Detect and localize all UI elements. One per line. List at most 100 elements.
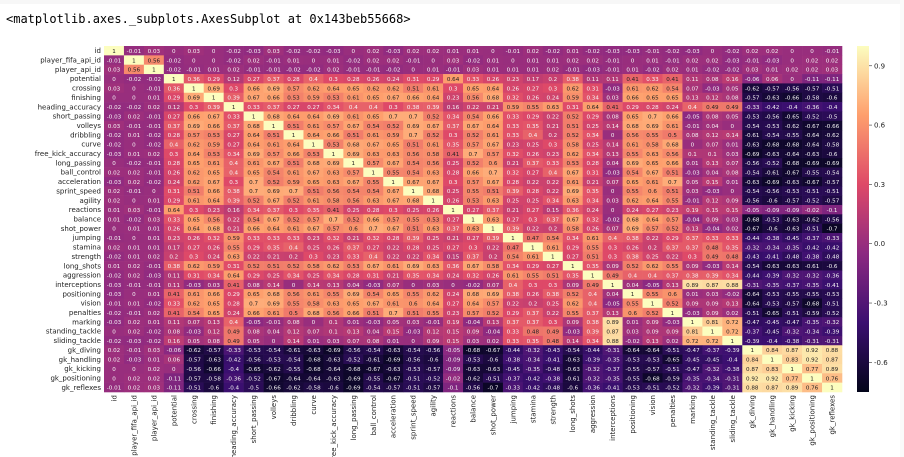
cell-annotation: -0.01 — [685, 199, 700, 205]
cell-annotation: 0.03 — [207, 283, 220, 289]
heatmap-cell — [223, 204, 244, 215]
cell-annotation: 0.4 — [548, 171, 557, 177]
scrollbar-track[interactable] — [900, 0, 904, 457]
heatmap-cell — [682, 279, 703, 290]
heatmap-cell — [622, 55, 643, 66]
heatmap-cell — [403, 279, 424, 290]
cell-annotation: 0.02 — [108, 189, 120, 195]
heatmap-cell — [343, 55, 364, 66]
heatmap-cell — [602, 92, 623, 103]
heatmap-cell — [502, 307, 524, 318]
cell-annotation: -0.01 — [147, 114, 162, 120]
heatmap-cell — [742, 223, 763, 234]
cell-annotation: 1 — [312, 142, 316, 148]
heatmap-cell — [363, 130, 384, 140]
cell-annotation: -0.54 — [366, 386, 381, 392]
heatmap-cell — [263, 64, 284, 75]
heatmap-cell — [383, 261, 404, 271]
cell-annotation: -0.55 — [785, 133, 800, 139]
cell-annotation: 1 — [352, 161, 356, 167]
heatmap-cell — [782, 64, 803, 75]
cell-annotation: 0.01 — [686, 161, 699, 167]
heatmap-cell — [403, 345, 424, 355]
heatmap-cell — [183, 46, 205, 56]
cell-annotation: 0.67 — [467, 124, 480, 130]
column-label: player_fifa_api_id — [130, 395, 138, 456]
cell-annotation: -0.03 — [685, 171, 700, 177]
heatmap-cell — [263, 223, 284, 234]
cell-annotation: 0.6 — [648, 189, 657, 195]
cell-annotation: 0.88 — [826, 348, 839, 354]
cell-annotation: 0.67 — [207, 114, 220, 120]
cell-annotation: 0.66 — [666, 114, 679, 120]
heatmap-cell — [782, 382, 803, 393]
heatmap-cell — [383, 298, 404, 309]
heatmap-cell — [123, 92, 145, 103]
heatmap-cell — [263, 158, 284, 168]
row-label: gk_handling — [59, 356, 101, 364]
heatmap-cell — [243, 289, 264, 299]
cell-annotation: 0.02 — [726, 227, 738, 233]
cell-annotation: -0.02 — [725, 68, 739, 74]
heatmap-cell — [522, 204, 544, 215]
cell-annotation: 1 — [770, 358, 774, 364]
cell-annotation: 0.61 — [427, 86, 440, 92]
cell-annotation: 0.61 — [666, 124, 679, 130]
cell-annotation: -0.58 — [206, 376, 221, 382]
heatmap-cell — [403, 251, 424, 262]
heatmap-cell — [522, 186, 544, 196]
heatmap-cell — [363, 382, 384, 393]
cell-annotation: -0.6 — [487, 358, 498, 364]
heatmap-cell — [104, 307, 125, 318]
heatmap-cell — [542, 223, 564, 234]
cell-annotation: 0.63 — [427, 171, 440, 177]
cell-annotation: 0.04 — [706, 171, 719, 177]
cell-annotation: -0.69 — [346, 386, 361, 392]
heatmap-cell — [742, 289, 763, 299]
heatmap-cell — [542, 186, 564, 196]
heatmap-cell — [742, 158, 763, 168]
heatmap-cell — [782, 354, 803, 365]
heatmap-cell — [104, 345, 125, 355]
cell-annotation: -0.57 — [426, 386, 441, 392]
cell-annotation: -0.03 — [366, 283, 381, 289]
heatmap-cell — [163, 148, 185, 159]
heatmap-cell — [243, 55, 264, 66]
heatmap-cell — [622, 317, 643, 327]
cell-annotation: 0.38 — [507, 292, 520, 298]
cell-annotation: -0.02 — [107, 339, 121, 345]
heatmap-cell — [482, 345, 504, 355]
cell-annotation: 0.02 — [128, 386, 140, 392]
cell-annotation: 0.26 — [527, 152, 540, 158]
cell-annotation: 0.57 — [487, 152, 500, 158]
cell-annotation: -0.64 — [286, 376, 301, 382]
cell-annotation: 0.34 — [586, 152, 599, 158]
heatmap-cell — [263, 270, 284, 281]
heatmap-cell — [642, 363, 663, 374]
heatmap-cell — [482, 46, 504, 56]
cell-annotation: 0.12 — [227, 77, 239, 83]
heatmap-cell — [183, 130, 205, 140]
cell-annotation: -0.61 — [286, 348, 301, 354]
heatmap-cell — [822, 186, 843, 196]
column-label: jumping — [509, 395, 517, 424]
heatmap-cell — [602, 307, 623, 318]
cell-annotation: 0.09 — [646, 330, 659, 336]
cell-annotation: 0 — [132, 367, 136, 373]
cell-annotation: 0.02 — [427, 49, 439, 55]
cell-annotation: 0.65 — [387, 292, 400, 298]
cell-annotation: 0.61 — [188, 292, 201, 298]
heatmap-cell — [423, 326, 444, 337]
cell-annotation: -0.61 — [366, 358, 381, 364]
cell-annotation: -0.57 — [745, 96, 760, 102]
heatmap-cell — [802, 148, 823, 159]
heatmap-cell — [323, 74, 344, 84]
cell-annotation: 0.33 — [467, 77, 480, 83]
heatmap-cell — [642, 111, 663, 122]
cell-annotation: 0.66 — [666, 161, 679, 167]
column-label: player_api_id — [150, 395, 158, 441]
heatmap-cell — [822, 326, 843, 337]
heatmap-cell — [522, 111, 544, 122]
cell-annotation: -0.35 — [605, 376, 620, 382]
